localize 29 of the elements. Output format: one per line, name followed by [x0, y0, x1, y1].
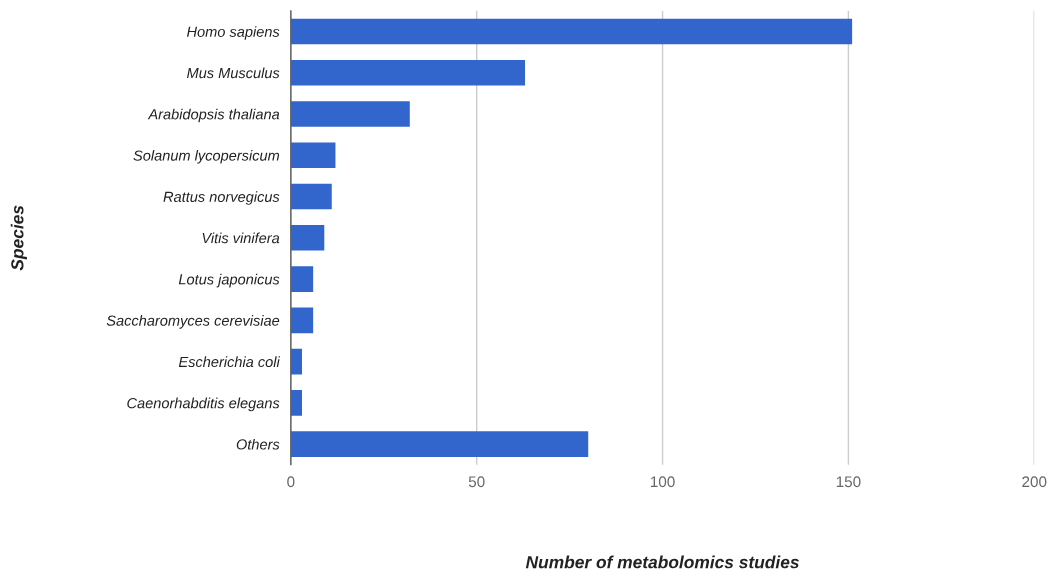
- y-tick-label: Caenorhabditis elegans: [127, 397, 280, 412]
- y-axis-title: Species: [10, 205, 27, 271]
- bar: [290, 431, 589, 457]
- y-tick-label: Mus Musculus: [187, 67, 280, 79]
- y-tick-label: Solanum lycopersicum: [133, 150, 280, 164]
- bar: [290, 266, 314, 292]
- bar: [290, 59, 526, 86]
- bar: [290, 390, 302, 416]
- bar: [290, 183, 332, 210]
- y-tick-label: Saccharomyces cerevisiae: [106, 315, 280, 329]
- bar: [290, 18, 853, 45]
- y-tick-label: Escherichia coli: [178, 356, 281, 368]
- x-tick-label: 100: [650, 476, 675, 488]
- bar: [290, 348, 302, 375]
- x-tick-label: 200: [1022, 476, 1047, 488]
- x-tick-label: 0: [287, 476, 295, 488]
- y-tick-label: Rattus norvegicus: [163, 191, 280, 205]
- bar: [290, 101, 410, 127]
- y-tick-label: Lotus japonicus: [178, 273, 280, 288]
- x-axis-title: Number of metabolomics studies: [525, 555, 799, 569]
- x-tick-label: 150: [836, 476, 861, 488]
- bar: [290, 307, 314, 334]
- x-tick-label: 50: [468, 476, 485, 488]
- y-tick-label: Homo sapiens: [186, 26, 280, 40]
- y-tick-label: Others: [236, 438, 280, 450]
- y-tick-label: Arabidopsis thaliana: [147, 108, 280, 123]
- bar: [290, 142, 336, 169]
- y-tick-label: Vitis vinifera: [202, 232, 280, 244]
- bar: [290, 225, 325, 251]
